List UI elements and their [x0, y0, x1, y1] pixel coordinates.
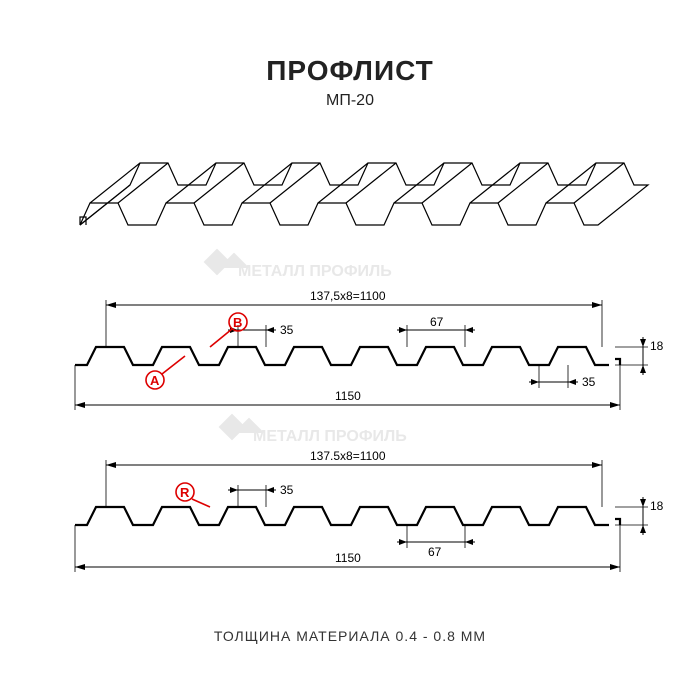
dim-height-1: 18 — [650, 339, 664, 353]
svg-text:R: R — [180, 485, 190, 500]
watermark-text-2: МЕТАЛЛ ПРОФИЛЬ — [253, 428, 407, 445]
svg-text:B: B — [233, 315, 242, 330]
cross-section-1: 137,5х8=1100 35 67 35 18 — [75, 289, 664, 410]
dim-valley-2: 67 — [428, 545, 442, 559]
marker-a: A — [146, 356, 185, 389]
page-title: ПРОФЛИСТ — [0, 55, 700, 87]
dim-crest-2: 35 — [280, 483, 294, 497]
dim-crest-1: 35 — [280, 323, 294, 337]
page-subtitle: МП-20 — [0, 92, 700, 110]
technical-drawing: { "header": { "title": "ПРОФЛИСТ", "titl… — [0, 0, 700, 700]
dim-height-2: 18 — [650, 499, 664, 513]
cross-section-2: 137.5х8=1100 35 67 18 1150 R — [75, 449, 664, 572]
dim-valley-1: 67 — [430, 315, 444, 329]
svg-text:A: A — [150, 373, 160, 388]
dim-slope-1: 35 — [582, 375, 596, 389]
watermark-group: МЕТАЛЛ ПРОФИЛЬ — [205, 250, 392, 280]
dim-pitch-1: 137,5х8=1100 — [310, 289, 386, 303]
dim-pitch-2: 137.5х8=1100 — [310, 449, 386, 463]
footer-thickness: ТОЛЩИНА МАТЕРИАЛА 0.4 - 0.8 ММ — [0, 628, 700, 644]
watermark-group-2: МЕТАЛЛ ПРОФИЛЬ — [220, 415, 407, 445]
dim-overall-1: 1150 — [335, 389, 361, 403]
marker-r: R — [176, 483, 210, 507]
isometric-view — [80, 163, 648, 225]
dim-overall-2: 1150 — [335, 551, 361, 565]
watermark-text-1: МЕТАЛЛ ПРОФИЛЬ — [238, 263, 392, 280]
